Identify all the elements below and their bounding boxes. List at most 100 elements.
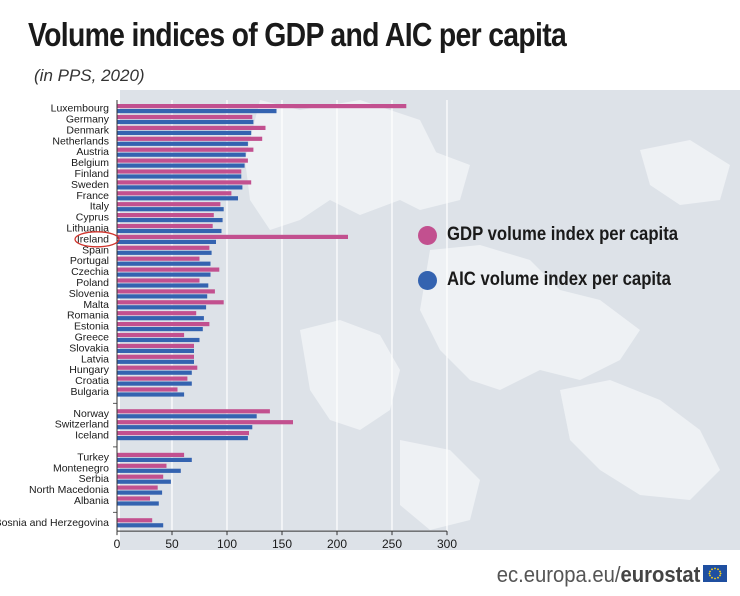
bar-aic-greece [117, 337, 200, 343]
x-tick-label: 300 [437, 537, 457, 551]
bar-gdp-slovenia [117, 289, 215, 294]
x-tick-label: 250 [382, 537, 402, 551]
bar-gdp-bosnia-and-herzegovina [117, 518, 153, 523]
bar-gdp-italy [117, 202, 221, 207]
y-tick-label: Iceland [75, 430, 109, 442]
y-tick-label: Portugal [70, 255, 109, 267]
bar-gdp-netherlands [117, 136, 263, 141]
bar-aic-finland [117, 174, 242, 179]
bar-gdp-switzerland [117, 420, 293, 425]
bar-aic-france [117, 196, 238, 201]
bar-gdp-austria [117, 147, 254, 152]
eurostat-brand: eurostat [620, 562, 700, 587]
x-tick-labels: 0 50 100 150 200 250 300 [114, 537, 458, 551]
source-domain: ec.europa.eu/ [496, 562, 621, 587]
x-tick-label: 100 [217, 537, 237, 551]
bar-gdp-bulgaria [117, 387, 178, 392]
y-tick-label: Luxembourg [51, 103, 110, 115]
bar-aic-austria [117, 152, 246, 157]
y-tick-label: Estonia [74, 321, 109, 333]
y-tick-label: Cyprus [76, 212, 109, 224]
y-tick-labels: LuxembourgGermanyDenmarkNetherlandsAustr… [0, 103, 110, 529]
bar-aic-serbia [117, 479, 171, 484]
bar-aic-germany [117, 119, 254, 125]
y-tick-label: Croatia [75, 375, 109, 387]
eu-flag-icon [703, 565, 727, 582]
legend-item-gdp: GDP volume index per capita [418, 223, 710, 247]
source-credit[interactable]: ec.europa.eu/eurostat [496, 562, 700, 588]
bar-gdp-ireland [117, 234, 348, 239]
bar-aic-bulgaria [117, 392, 185, 397]
y-tick-label: Montenegro [53, 462, 109, 474]
y-tick-label: Spain [82, 244, 109, 256]
bar-aic-albania [117, 501, 159, 506]
bar-gdp-slovakia [117, 343, 194, 348]
bar-gdp-portugal [117, 256, 200, 261]
y-tick-label: Latvia [81, 353, 109, 365]
legend-item-aic: AIC volume index per capita [418, 268, 701, 292]
bar-gdp-hungary [117, 365, 198, 370]
bar-aic-sweden [117, 185, 243, 190]
y-tick-label: North Macedonia [29, 484, 109, 496]
bar-gdp-north-macedonia [117, 485, 158, 490]
bar-aic-portugal [117, 261, 211, 266]
bar-gdp-denmark [117, 125, 266, 130]
bar-aic-denmark [117, 130, 252, 135]
y-tick-label: Serbia [79, 473, 110, 485]
bar-gdp-luxembourg [117, 104, 407, 109]
bar-gdp-estonia [117, 322, 210, 327]
y-tick-label: Slovenia [69, 288, 109, 300]
y-tick-label: Belgium [71, 157, 109, 169]
chart-subtitle: (in PPS, 2020) [34, 66, 145, 85]
bar-gdp-croatia [117, 376, 188, 381]
x-tick-label: 200 [327, 537, 347, 551]
bar-gdp-malta [117, 300, 224, 305]
y-tick-label: Germany [66, 114, 110, 126]
y-tick-label: Finland [75, 168, 110, 180]
bar-aic-lithuania [117, 228, 222, 234]
bar-aic-norway [117, 414, 257, 419]
bar-gdp-finland [117, 169, 242, 174]
bar-gdp-turkey [117, 452, 185, 457]
bar-aic-croatia [117, 381, 192, 386]
bar-aic-italy [117, 207, 224, 212]
bars [117, 104, 407, 528]
legend-label-aic: AIC volume index per capita [447, 269, 671, 290]
bar-aic-netherlands [117, 141, 248, 146]
axes [113, 100, 448, 536]
y-tick-label: Denmark [66, 124, 109, 136]
bar-aic-iceland [117, 436, 248, 441]
bar-aic-north-macedonia [117, 490, 163, 495]
bar-aic-estonia [117, 327, 203, 332]
y-tick-label: Austria [76, 146, 109, 158]
bar-aic-spain [117, 250, 212, 255]
bar-gdp-spain [117, 245, 210, 250]
legend-label-gdp: GDP volume index per capita [447, 224, 679, 245]
bar-aic-cyprus [117, 218, 223, 223]
y-tick-label: Bulgaria [70, 386, 109, 398]
y-tick-label: Greece [75, 332, 110, 344]
bar-aic-belgium [117, 163, 245, 168]
bar-gdp-poland [117, 278, 200, 283]
chart-title: Volume indices of GDP and AIC per capita [28, 16, 567, 53]
bar-gdp-cyprus [117, 213, 214, 218]
bar-aic-hungary [117, 370, 192, 375]
bar-aic-slovakia [117, 348, 194, 353]
bar-aic-latvia [117, 359, 194, 364]
bar-aic-poland [117, 283, 209, 288]
y-tick-label: Italy [90, 201, 110, 213]
bar-gdp-sweden [117, 180, 252, 185]
ireland-highlight-ring [74, 231, 120, 248]
bar-aic-malta [117, 305, 207, 310]
bar-gdp-albania [117, 496, 150, 501]
legend-swatch-aic [418, 270, 437, 290]
bar-gdp-romania [117, 311, 197, 316]
bar-aic-turkey [117, 457, 192, 462]
bar-aic-bosnia-and-herzegovina [117, 523, 164, 528]
legend-swatch-gdp [418, 225, 437, 245]
bar-gdp-belgium [117, 158, 248, 163]
y-tick-label: Hungary [69, 364, 109, 376]
bar-aic-luxembourg [117, 109, 277, 114]
